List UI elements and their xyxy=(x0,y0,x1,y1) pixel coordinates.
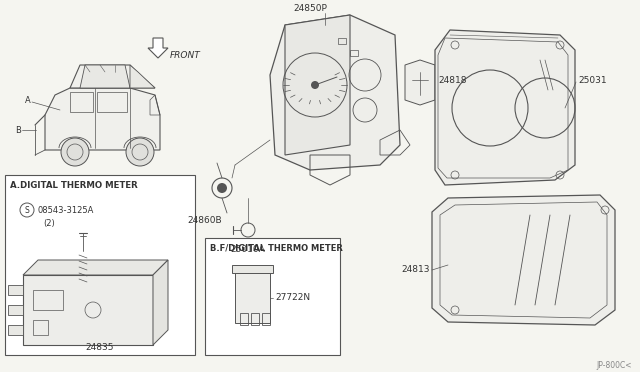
Bar xyxy=(33,320,48,335)
Text: 24818: 24818 xyxy=(438,76,467,84)
Polygon shape xyxy=(45,88,160,150)
Bar xyxy=(5,175,195,355)
Polygon shape xyxy=(232,265,273,273)
Circle shape xyxy=(311,81,319,89)
Circle shape xyxy=(126,138,154,166)
Polygon shape xyxy=(8,285,23,295)
Polygon shape xyxy=(130,65,155,88)
Text: 24850P: 24850P xyxy=(293,3,327,13)
Polygon shape xyxy=(148,38,168,58)
Text: 08543-3125A: 08543-3125A xyxy=(37,205,93,215)
Polygon shape xyxy=(80,65,130,88)
Text: A.DIGITAL THERMO METER: A.DIGITAL THERMO METER xyxy=(10,180,138,189)
Text: B.F/DIGITAL THERMO METER: B.F/DIGITAL THERMO METER xyxy=(210,244,343,253)
Polygon shape xyxy=(8,325,23,335)
Text: 24860B: 24860B xyxy=(187,215,221,224)
Polygon shape xyxy=(23,260,168,275)
Bar xyxy=(251,313,259,325)
Bar xyxy=(33,290,63,310)
Bar xyxy=(262,313,270,325)
Text: 27722N: 27722N xyxy=(275,294,310,302)
Text: B: B xyxy=(15,125,21,135)
Bar xyxy=(97,92,127,112)
Bar xyxy=(70,92,93,112)
Polygon shape xyxy=(8,305,23,315)
Polygon shape xyxy=(23,275,153,345)
Text: 25031: 25031 xyxy=(578,76,607,84)
Polygon shape xyxy=(405,60,435,105)
Polygon shape xyxy=(153,260,168,345)
Polygon shape xyxy=(285,15,350,155)
Text: 25010A: 25010A xyxy=(230,246,265,254)
Bar xyxy=(205,238,340,355)
Text: A: A xyxy=(25,96,31,105)
Text: S: S xyxy=(24,205,29,215)
Polygon shape xyxy=(435,30,575,185)
Text: JP-800C<: JP-800C< xyxy=(596,360,632,369)
Bar xyxy=(240,313,248,325)
Text: 24835: 24835 xyxy=(86,343,115,352)
Circle shape xyxy=(217,183,227,193)
Text: (2): (2) xyxy=(43,218,55,228)
Polygon shape xyxy=(70,65,155,88)
Text: 24813: 24813 xyxy=(401,266,430,275)
Polygon shape xyxy=(235,273,270,323)
Text: FRONT: FRONT xyxy=(170,51,201,60)
Polygon shape xyxy=(432,195,615,325)
Bar xyxy=(338,38,346,44)
Bar xyxy=(350,50,358,56)
Polygon shape xyxy=(270,15,400,170)
Circle shape xyxy=(61,138,89,166)
